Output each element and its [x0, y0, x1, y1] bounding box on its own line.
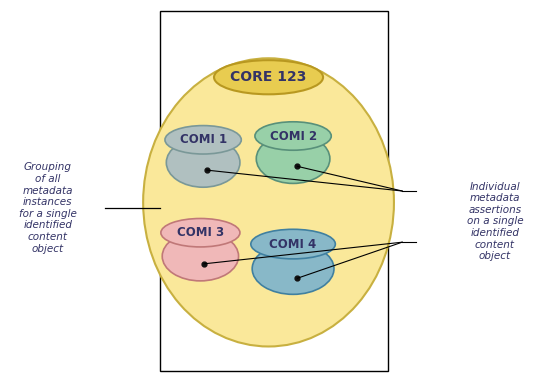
Ellipse shape: [161, 219, 240, 247]
Ellipse shape: [252, 243, 334, 295]
Text: CORE 123: CORE 123: [230, 70, 307, 84]
Bar: [159, 11, 389, 371]
Text: Individual
metadata
assertions
on a single
identified
content
object: Individual metadata assertions on a sing…: [466, 181, 523, 261]
Text: COMI 4: COMI 4: [270, 238, 317, 251]
Text: Grouping
of all
metadata
instances
for a single
identified
content
object: Grouping of all metadata instances for a…: [19, 162, 77, 254]
Text: COMI 1: COMI 1: [180, 133, 227, 146]
Ellipse shape: [214, 60, 323, 94]
Ellipse shape: [162, 231, 238, 281]
Ellipse shape: [165, 126, 241, 154]
Text: COMI 3: COMI 3: [177, 226, 224, 239]
Ellipse shape: [255, 122, 331, 150]
Ellipse shape: [143, 58, 394, 346]
Ellipse shape: [251, 229, 335, 259]
Text: COMI 2: COMI 2: [270, 129, 317, 142]
Ellipse shape: [167, 138, 240, 187]
Ellipse shape: [256, 134, 330, 183]
